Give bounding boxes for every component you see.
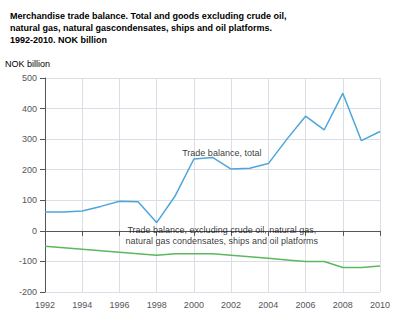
svg-text:natural gas, natural gasconden: natural gas, natural gascondensates, shi… [10, 23, 272, 33]
svg-text:1994: 1994 [72, 300, 92, 310]
svg-text:2010: 2010 [370, 300, 390, 310]
svg-text:2008: 2008 [333, 300, 353, 310]
svg-text:1998: 1998 [147, 300, 167, 310]
svg-text:-100: -100 [19, 256, 37, 266]
svg-text:1996: 1996 [109, 300, 129, 310]
svg-text:200: 200 [22, 165, 37, 175]
svg-text:2006: 2006 [296, 300, 316, 310]
svg-text:0: 0 [32, 226, 37, 236]
svg-text:Trade balance, excluding crude: Trade balance, excluding crude oil, natu… [127, 225, 316, 235]
svg-text:Trade balance, total: Trade balance, total [182, 148, 261, 158]
svg-text:100: 100 [22, 195, 37, 205]
svg-text:1992: 1992 [35, 300, 55, 310]
svg-text:400: 400 [22, 104, 37, 114]
svg-text:2002: 2002 [221, 300, 241, 310]
svg-text:natural gas condensates, ships: natural gas condensates, ships and oil p… [125, 236, 318, 246]
svg-text:-200: -200 [19, 287, 37, 297]
svg-text:500: 500 [22, 73, 37, 83]
svg-text:NOK billion: NOK billion [5, 59, 50, 69]
svg-text:1992-2010. NOK billion: 1992-2010. NOK billion [10, 35, 107, 45]
svg-text:Merchandise trade balance. Tot: Merchandise trade balance. Total and goo… [10, 11, 286, 21]
svg-text:2004: 2004 [258, 300, 278, 310]
svg-text:2000: 2000 [184, 300, 204, 310]
svg-text:300: 300 [22, 134, 37, 144]
